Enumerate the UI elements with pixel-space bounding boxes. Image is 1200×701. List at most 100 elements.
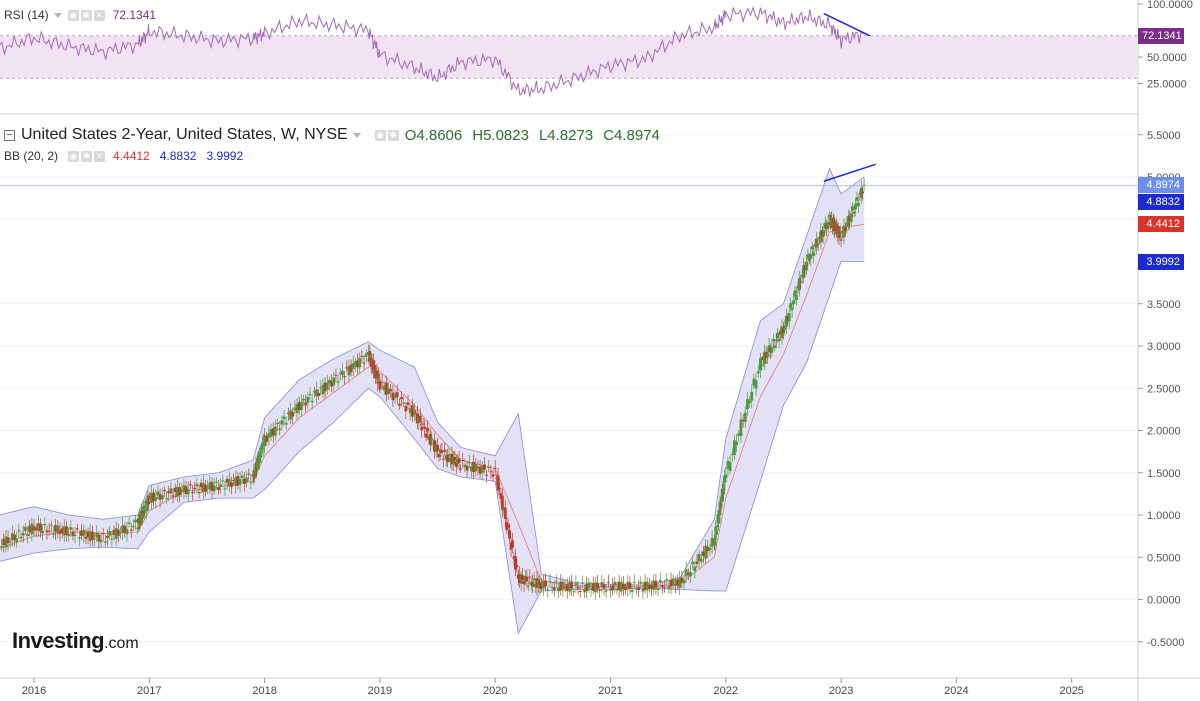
candle-up <box>93 538 96 540</box>
candle-up <box>619 581 623 592</box>
candle-down <box>236 476 240 486</box>
candle-up <box>195 483 199 487</box>
candle-down <box>596 582 599 589</box>
candle-down <box>184 486 188 494</box>
candle-up <box>557 587 561 592</box>
close-icon[interactable]: ✕ <box>94 150 106 162</box>
candle-down <box>28 525 32 532</box>
rsi-pane <box>0 6 1138 97</box>
candle-down <box>508 530 512 539</box>
settings-icon[interactable]: ✱ <box>80 9 92 21</box>
candle-up <box>529 582 533 585</box>
price-axis-label: 2.5000 <box>1147 383 1181 395</box>
candle-down <box>861 191 865 194</box>
candle-down <box>498 487 501 489</box>
candle-up <box>26 533 29 537</box>
candle-down <box>825 225 829 229</box>
candle-up <box>186 488 190 495</box>
candle-down <box>538 582 542 586</box>
candle-up <box>56 525 60 534</box>
candle-up <box>756 371 760 374</box>
candle-up <box>142 506 145 510</box>
settings-icon[interactable]: ✱ <box>387 129 399 141</box>
candle-up <box>19 536 23 539</box>
candle-down <box>32 526 36 531</box>
candle-down <box>680 577 684 583</box>
candle-up <box>635 588 638 590</box>
bb-lower-value: 3.9992 <box>206 149 244 163</box>
candle-down <box>428 434 432 445</box>
close-icon[interactable]: ✕ <box>93 9 105 21</box>
chevron-down-icon[interactable] <box>53 12 62 18</box>
candle-up <box>223 488 227 490</box>
candle-down <box>836 226 840 228</box>
time-axis-label: 2017 <box>137 685 161 697</box>
candle-down <box>71 531 75 537</box>
candle-down <box>420 427 424 431</box>
candle-up <box>652 580 656 590</box>
open-value: O4.8606 <box>404 126 463 144</box>
candle-up <box>108 530 112 536</box>
candle-down <box>163 489 166 491</box>
candle-down <box>397 403 401 406</box>
candle-up <box>548 581 552 583</box>
candle-down <box>418 415 422 422</box>
candle-down <box>278 428 282 430</box>
candle-up <box>114 528 118 539</box>
candle-up <box>263 435 266 447</box>
candle-down <box>539 584 543 590</box>
candle-down <box>101 533 105 535</box>
collapse-icon[interactable]: − <box>4 129 15 141</box>
settings-icon[interactable]: ✱ <box>81 150 93 162</box>
candle-down <box>204 484 207 492</box>
candle-up <box>667 586 671 590</box>
candle-up <box>132 526 135 528</box>
candle-up <box>150 493 153 503</box>
candle-up <box>77 537 81 539</box>
candle-down <box>343 376 346 378</box>
candle-down <box>312 391 316 393</box>
candle-down <box>525 576 529 582</box>
candle-up <box>572 591 576 593</box>
visibility-icon[interactable]: ◉ <box>67 9 79 21</box>
candle-down <box>624 587 628 591</box>
candle-down <box>774 340 778 342</box>
candle-up <box>722 487 726 495</box>
candle-down <box>779 330 782 335</box>
candle-up <box>519 574 523 584</box>
candle-up <box>463 464 467 468</box>
price-axis-label: 5.5000 <box>1147 130 1181 142</box>
candle-up <box>795 295 798 301</box>
price-axis-label: -0.5000 <box>1147 637 1184 649</box>
candle-up <box>30 523 34 535</box>
visibility-icon[interactable]: ◉ <box>374 129 386 141</box>
candle-down <box>838 232 842 234</box>
candle-down <box>375 371 379 375</box>
chevron-down-icon[interactable] <box>352 132 361 138</box>
candle-up <box>689 571 692 577</box>
candle-down <box>835 225 839 235</box>
candle-down <box>786 316 790 321</box>
candle-up <box>542 580 545 589</box>
time-axis-label: 2016 <box>22 685 46 697</box>
candle-down <box>384 382 388 395</box>
candle-up <box>364 353 368 357</box>
candle-up <box>15 538 19 543</box>
candle-down <box>515 564 519 568</box>
candle-down <box>142 511 146 514</box>
candle-up <box>613 581 617 586</box>
candle-down <box>171 495 175 497</box>
candle-up <box>806 254 810 259</box>
candle-up <box>214 481 218 483</box>
candle-up <box>201 483 205 492</box>
candle-down <box>410 405 414 417</box>
candle-up <box>842 225 846 238</box>
candle-down <box>424 433 428 438</box>
candle-down <box>188 484 192 486</box>
candle-down <box>404 405 408 412</box>
visibility-icon[interactable]: ◉ <box>68 150 80 162</box>
candle-down <box>247 473 251 475</box>
candle-up <box>849 213 853 223</box>
candle-up <box>604 590 608 592</box>
